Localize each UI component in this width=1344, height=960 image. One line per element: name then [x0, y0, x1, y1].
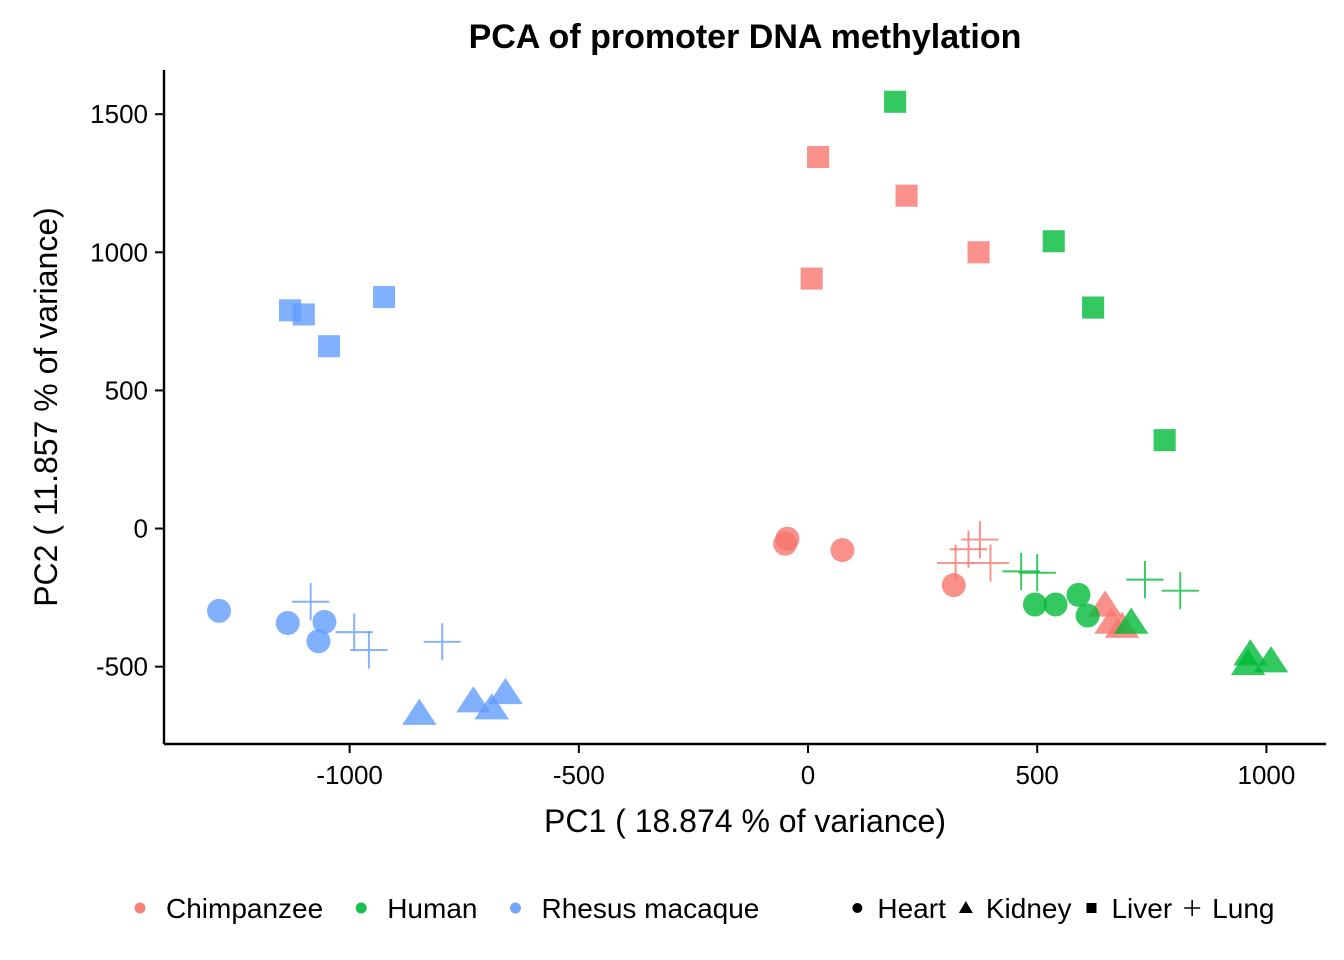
y-axis-ticks: -500 0 500 1000 1500	[90, 99, 164, 682]
x-tick-label: 1000	[1237, 760, 1295, 790]
data-point	[306, 629, 331, 654]
data-point	[1161, 572, 1199, 610]
data-point	[207, 598, 232, 623]
y-tick-label: -500	[96, 652, 148, 682]
data-point	[456, 686, 491, 713]
data-point	[292, 583, 330, 621]
data-point	[1113, 607, 1149, 634]
data-point	[830, 538, 855, 563]
data-point	[1018, 554, 1056, 592]
legend-label: Lung	[1212, 893, 1274, 924]
data-point	[1022, 592, 1047, 617]
data-point	[488, 677, 523, 705]
data-point	[1066, 582, 1091, 607]
legend-key	[355, 902, 367, 914]
y-tick-label: 1500	[90, 99, 148, 129]
x-axis-ticks: -1000 -500 0 500 1000	[316, 744, 1295, 790]
data-point	[1082, 296, 1105, 319]
legend-label: Human	[387, 893, 477, 924]
data-point	[895, 184, 918, 207]
legend-label: Liver	[1111, 893, 1172, 924]
legend-key	[134, 902, 146, 914]
x-tick-label: 500	[1016, 760, 1059, 790]
data-points	[207, 90, 1289, 725]
chart-title: PCA of promoter DNA methylation	[469, 18, 1022, 56]
data-point	[971, 544, 1010, 582]
data-point	[1126, 561, 1164, 599]
data-point	[1002, 552, 1040, 590]
x-tick-label: 0	[801, 760, 815, 790]
x-tick-label: -1000	[316, 760, 383, 790]
data-point	[884, 90, 907, 113]
data-point	[317, 335, 341, 358]
data-point	[312, 609, 337, 634]
y-axis-title: PC2 ( 11.857 % of variance)	[28, 207, 64, 607]
data-point	[335, 613, 373, 651]
data-point	[292, 303, 315, 326]
data-point	[423, 623, 461, 661]
data-point	[1075, 603, 1100, 628]
data-point	[402, 698, 437, 725]
x-tick-label: -500	[553, 760, 605, 790]
data-point	[967, 241, 990, 264]
data-point	[807, 145, 830, 169]
legend-key	[1184, 900, 1201, 916]
legend-key	[852, 903, 863, 913]
data-point	[961, 520, 999, 559]
data-point	[775, 526, 800, 551]
data-point	[800, 267, 823, 290]
y-tick-label: 500	[105, 375, 148, 405]
legend-key	[958, 901, 973, 913]
legend-key	[1086, 903, 1097, 913]
legend: Chimpanzee Human Rhesus macaque Heart Kidney…	[134, 893, 1274, 924]
data-point	[941, 573, 966, 598]
data-point	[350, 631, 388, 669]
data-point	[1043, 592, 1068, 617]
legend-label: Rhesus macaque	[541, 893, 759, 924]
legend-key	[509, 902, 521, 914]
legend-label: Kidney	[986, 893, 1072, 924]
data-point	[275, 611, 300, 636]
data-point	[1042, 230, 1065, 253]
x-axis-title: PC1 ( 18.874 % of variance)	[544, 803, 946, 839]
legend-label: Heart	[877, 893, 946, 924]
data-point	[1153, 429, 1176, 452]
data-point	[474, 693, 509, 720]
y-tick-label: 0	[134, 514, 148, 544]
data-point	[1253, 646, 1289, 673]
legend-label: Chimpanzee	[166, 893, 323, 924]
data-point	[372, 286, 396, 309]
y-tick-label: 1000	[90, 237, 148, 267]
